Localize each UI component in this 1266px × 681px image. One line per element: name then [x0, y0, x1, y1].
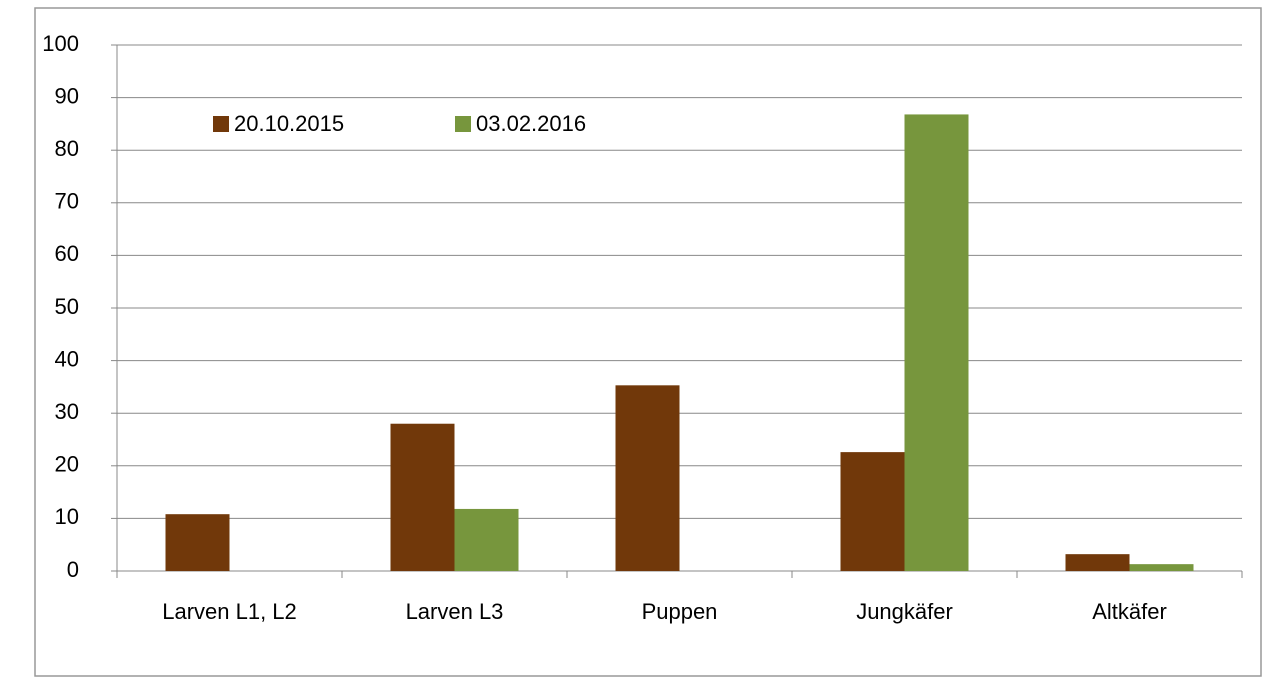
- bar: [390, 423, 455, 571]
- y-tick-label: 50: [55, 294, 79, 319]
- x-tick-label: Puppen: [642, 599, 718, 624]
- y-tick-label: 100: [42, 31, 79, 56]
- legend-swatch: [213, 116, 229, 132]
- legend-label: 20.10.2015: [234, 111, 344, 136]
- bar: [165, 514, 230, 571]
- bar: [615, 385, 680, 571]
- bar: [840, 452, 905, 571]
- y-tick-label: 10: [55, 504, 79, 529]
- bar: [1065, 554, 1130, 571]
- x-tick-label: Larven L1, L2: [162, 599, 297, 624]
- y-tick-label: 60: [55, 241, 79, 266]
- y-tick-label: 0: [67, 557, 79, 582]
- y-tick-label: 80: [55, 136, 79, 161]
- y-tick-label: 40: [55, 346, 79, 371]
- legend-swatch: [455, 116, 471, 132]
- x-tick-label: Jungkäfer: [856, 599, 953, 624]
- x-tick-label: Altkäfer: [1092, 599, 1167, 624]
- bar: [454, 508, 519, 571]
- bar: [1129, 564, 1194, 571]
- y-tick-label: 30: [55, 399, 79, 424]
- y-tick-label: 70: [55, 189, 79, 214]
- bar: [904, 114, 969, 571]
- x-tick-label: Larven L3: [406, 599, 504, 624]
- legend-label: 03.02.2016: [476, 111, 586, 136]
- y-tick-label: 20: [55, 452, 79, 477]
- y-tick-label: 90: [55, 83, 79, 108]
- chart-border: [34, 7, 1262, 677]
